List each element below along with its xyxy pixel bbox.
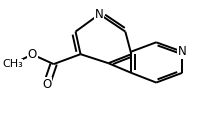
Text: CH₃: CH₃	[2, 59, 23, 69]
Text: N: N	[178, 45, 186, 58]
Text: O: O	[42, 78, 51, 91]
Text: O: O	[28, 48, 37, 61]
Text: N: N	[95, 8, 104, 21]
